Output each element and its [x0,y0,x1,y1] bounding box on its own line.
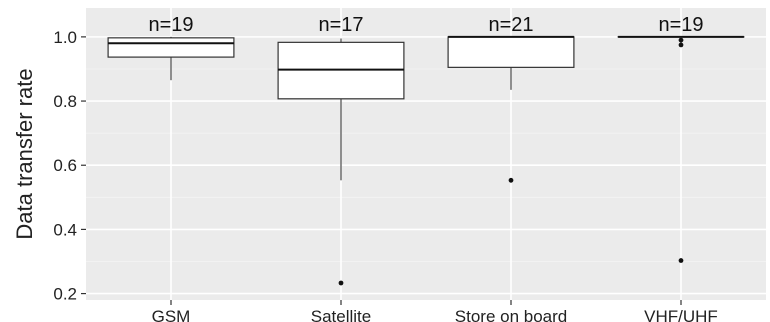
x-tick-label: Store on board [455,307,567,322]
boxes [107,35,745,286]
box-store-on-board [447,35,575,183]
y-axis-title: Data transfer rate [12,68,37,239]
iqr-box [447,36,575,68]
x-tick-label: VHF/UHF [644,307,718,322]
outlier-point [338,280,344,286]
y-tick-label: 0.8 [53,92,77,111]
n-label: n=17 [318,14,363,36]
box-vhf-uhf [617,35,745,263]
n-label: n=21 [488,14,533,36]
n-label: n=19 [148,14,193,36]
box-gsm [107,36,235,81]
box-satellite [277,38,405,286]
outlier-point [678,42,684,48]
n-labels: n=19 n=17 n=21 n=19 [148,14,703,36]
iqr-box [107,37,235,58]
outlier-point [678,258,684,263]
x-tick-label: Satellite [311,307,371,322]
y-tick-label: 0.6 [53,156,77,175]
y-tick-label: 0.2 [53,285,77,304]
y-axis: 0.2 0.4 0.6 0.8 1.0 [53,28,86,304]
outlier-point [678,37,684,43]
outlier-point [508,177,514,183]
y-tick-label: 1.0 [53,28,77,47]
y-tick-label: 0.4 [53,220,77,239]
x-tick-label: GSM [152,307,191,322]
n-label: n=19 [658,14,703,36]
x-axis: GSM Satellite Store on board VHF/UHF [152,300,718,322]
